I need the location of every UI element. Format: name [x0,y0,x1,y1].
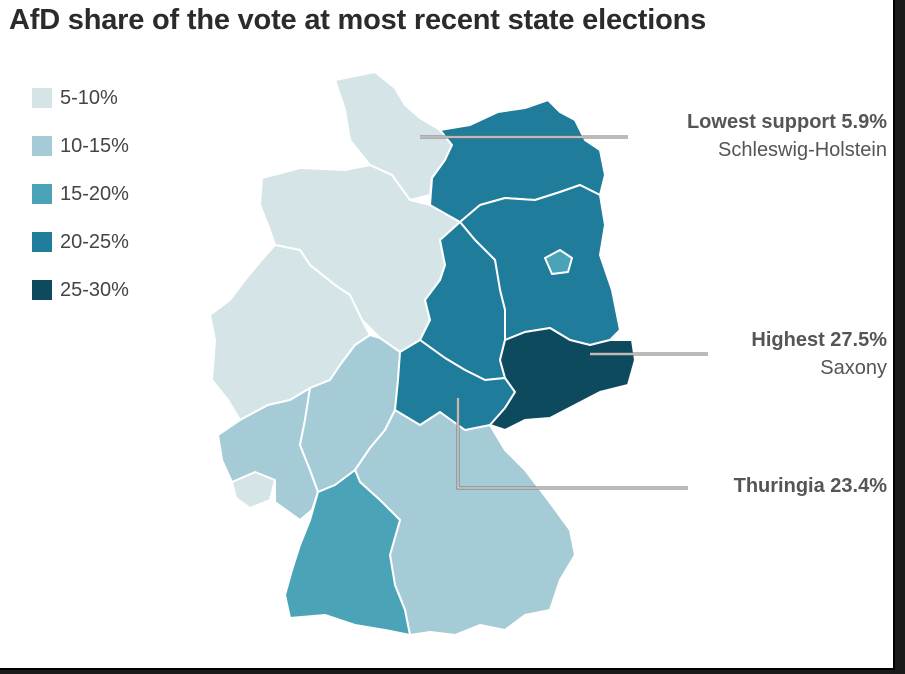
callout-highest-state: Saxony [820,357,887,379]
legend-swatch [32,184,52,204]
state-baden-wuerttemberg [284,469,411,636]
legend-swatch [32,280,52,300]
callout-thuringia-headline: Thuringia 23.4% [733,475,887,497]
legend-swatch [32,88,52,108]
state-berlin [544,249,573,275]
legend-swatch [32,232,52,252]
callout-lowest-headline: Lowest support 5.9% [686,111,887,133]
legend-label: 25-30% [60,278,129,301]
germany-map [209,71,708,636]
chart-title: AfD share of the vote at most recent sta… [9,4,707,36]
legend: 5-10% 10-15% 15-20% 20-25% 25-30% [32,86,129,326]
callout-lowest-state: Schleswig-Holstein [718,139,887,161]
legend-label: 15-20% [60,182,129,205]
leader-line-thuringia-inner [457,398,688,489]
legend-label: 5-10% [60,86,118,109]
legend-item-5-10: 5-10% [32,86,129,110]
state-saxony [489,327,636,431]
legend-item-15-20: 15-20% [32,182,129,206]
legend-item-25-30: 25-30% [32,278,129,302]
legend-swatch [32,136,52,156]
legend-item-10-15: 10-15% [32,134,129,158]
legend-label: 10-15% [60,134,129,157]
legend-item-20-25: 20-25% [32,230,129,254]
callout-thuringia: Thuringia 23.4% [734,472,887,500]
legend-label: 20-25% [60,230,129,253]
callout-lowest: Lowest support 5.9% Schleswig-Holstein [687,108,887,164]
callout-highest-headline: Highest 27.5% [751,329,887,351]
callout-highest: Highest 27.5% Saxony [751,326,887,382]
